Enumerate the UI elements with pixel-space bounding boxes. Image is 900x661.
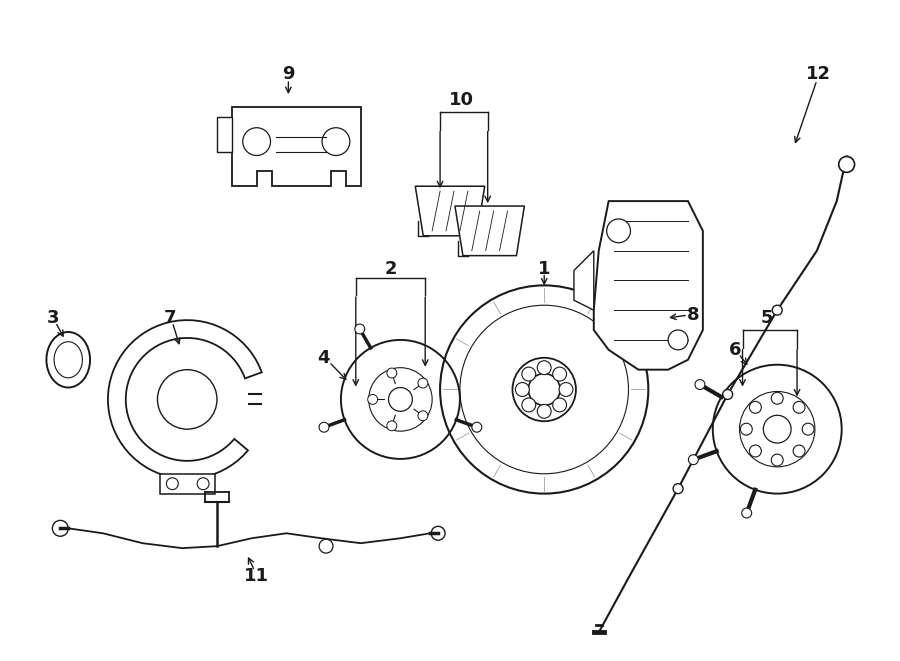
Circle shape: [772, 305, 782, 315]
Text: 3: 3: [47, 309, 59, 327]
Circle shape: [741, 423, 752, 435]
Circle shape: [355, 324, 365, 334]
Text: 6: 6: [729, 341, 742, 359]
Circle shape: [839, 157, 855, 173]
Circle shape: [387, 368, 397, 378]
Circle shape: [559, 383, 573, 397]
Circle shape: [763, 415, 791, 443]
Circle shape: [771, 393, 783, 405]
Circle shape: [522, 367, 536, 381]
Circle shape: [537, 361, 551, 375]
Circle shape: [793, 445, 805, 457]
Circle shape: [197, 478, 209, 490]
Circle shape: [320, 422, 329, 432]
Text: 4: 4: [317, 349, 329, 367]
Circle shape: [771, 454, 783, 466]
Circle shape: [472, 422, 482, 432]
Polygon shape: [594, 201, 703, 369]
Circle shape: [522, 398, 536, 412]
Circle shape: [802, 423, 814, 435]
Circle shape: [793, 401, 805, 413]
Circle shape: [723, 389, 733, 399]
Circle shape: [537, 405, 551, 418]
Polygon shape: [217, 117, 232, 151]
Polygon shape: [160, 474, 215, 494]
Circle shape: [516, 383, 529, 397]
Text: 7: 7: [164, 309, 176, 327]
Circle shape: [673, 484, 683, 494]
Circle shape: [52, 520, 68, 536]
Circle shape: [322, 128, 350, 155]
Text: 9: 9: [282, 65, 294, 83]
Polygon shape: [455, 206, 525, 256]
Circle shape: [688, 455, 698, 465]
Text: 8: 8: [687, 306, 699, 324]
Text: 10: 10: [449, 91, 474, 109]
Circle shape: [387, 421, 397, 431]
Circle shape: [418, 410, 428, 420]
Polygon shape: [574, 251, 594, 310]
Text: 1: 1: [538, 260, 551, 278]
Circle shape: [528, 373, 560, 405]
Circle shape: [750, 401, 761, 413]
Circle shape: [243, 128, 271, 155]
Text: 5: 5: [761, 309, 774, 327]
Text: 2: 2: [384, 260, 397, 278]
Text: 12: 12: [806, 65, 832, 83]
Circle shape: [668, 330, 688, 350]
Circle shape: [553, 398, 567, 412]
Polygon shape: [415, 186, 485, 236]
Circle shape: [431, 526, 445, 540]
Polygon shape: [108, 320, 262, 479]
Circle shape: [389, 387, 412, 411]
Circle shape: [742, 508, 751, 518]
Circle shape: [368, 395, 378, 405]
Circle shape: [158, 369, 217, 429]
Circle shape: [750, 445, 761, 457]
Text: 11: 11: [244, 567, 269, 585]
Circle shape: [607, 219, 631, 243]
Circle shape: [418, 378, 428, 388]
Circle shape: [695, 379, 705, 389]
Circle shape: [166, 478, 178, 490]
Circle shape: [320, 539, 333, 553]
Circle shape: [553, 367, 567, 381]
Polygon shape: [232, 107, 361, 186]
